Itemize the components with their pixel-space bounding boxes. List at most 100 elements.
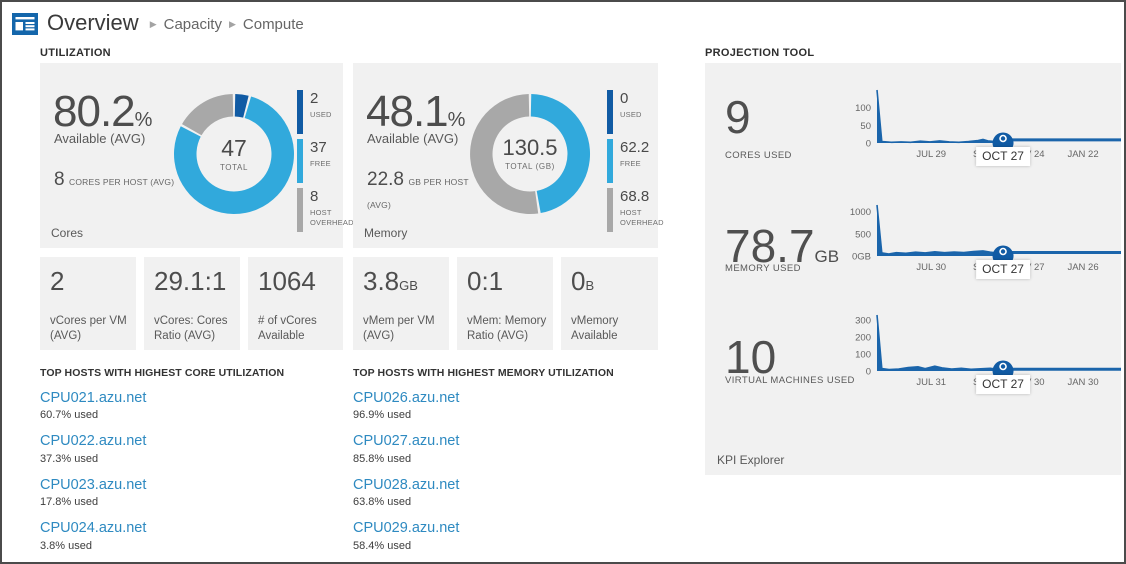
host-usage: 37.3% used xyxy=(40,453,340,465)
tile-value: 29.1:1 xyxy=(154,267,234,296)
y-axis-label: 0 xyxy=(866,367,871,378)
breadcrumb-overview[interactable]: Overview xyxy=(47,10,139,36)
memory-donut-chart: 130.5 TOTAL (GB) xyxy=(469,93,591,215)
tile-value: 0:1 xyxy=(467,267,547,296)
selected-date-tooltip: OCT 27 xyxy=(976,147,1030,166)
memory-used-chart[interactable]: 10005000GBJUL 30SEP 27NOV 27JAN 26OCT 27 xyxy=(842,200,1122,280)
cores-used-chart[interactable]: 100500JUL 29SEP 24NOV 24JAN 22OCT 27 xyxy=(842,87,1122,167)
y-axis-label: 100 xyxy=(855,103,871,114)
x-axis-label: JUL 31 xyxy=(916,377,946,388)
x-axis-label: JAN 26 xyxy=(1067,262,1098,273)
legend-item-free: 62.2 FREE xyxy=(607,139,676,183)
memory-available-percent: 48.1% xyxy=(366,90,465,134)
legend-item-host-overhead: 68.8 HOST OVERHEAD xyxy=(607,188,676,232)
historical-usage-area xyxy=(877,315,1003,371)
tile-label: vCores: Cores Ratio (AVG) xyxy=(154,314,234,344)
donut-segment-host-overhead xyxy=(470,94,538,214)
x-axis-label: JUL 30 xyxy=(916,262,946,273)
host-link[interactable]: CPU029.azu.net xyxy=(353,520,459,537)
host-link[interactable]: CPU028.azu.net xyxy=(353,477,459,494)
historical-usage-line xyxy=(877,205,1003,254)
y-axis-label: 0GB xyxy=(852,252,871,263)
host-link[interactable]: CPU021.azu.net xyxy=(40,390,146,407)
memory-per-host-label: GB PER HOST xyxy=(408,177,468,187)
breadcrumb-capacity[interactable]: Capacity xyxy=(164,16,222,33)
memory-donut-legend: 0 USED 62.2 FREE 68.8 HOST OVERHEAD xyxy=(607,90,676,232)
y-axis-label: 500 xyxy=(855,229,871,240)
host-usage: 17.8% used xyxy=(40,496,340,508)
tile-label: vCores per VM (AVG) xyxy=(50,314,130,344)
cores-percent-value: 80.2 xyxy=(53,87,135,136)
memory-utilization-panel: 48.1% Available (AVG) 22.8 GB PER HOST (… xyxy=(353,63,658,248)
donut-svg xyxy=(173,93,295,215)
breadcrumb-separator-icon: ▶ xyxy=(150,19,157,30)
top-memory-hosts-list: TOP HOSTS WITH HIGHEST MEMORY UTILIZATIO… xyxy=(353,367,653,564)
y-axis-label: 50 xyxy=(860,121,871,132)
stat-tile-vcores-cores-ratio: 29.1:1 vCores: Cores Ratio (AVG) xyxy=(144,257,240,350)
cores-available-percent: 80.2% xyxy=(53,90,152,134)
cores-used-metric: 9 xyxy=(725,94,751,140)
host-link[interactable]: CPU026.azu.net xyxy=(353,390,459,407)
legend-swatch-used xyxy=(297,90,303,134)
y-axis-label: 0 xyxy=(866,139,871,150)
tile-value: 3.8GB xyxy=(363,267,443,296)
list-item: CPU027.azu.net 85.8% used xyxy=(353,432,653,464)
kpi-explorer-link[interactable]: KPI Explorer xyxy=(717,453,784,467)
cores-per-host-label: CORES PER HOST (AVG) xyxy=(69,177,174,187)
selected-date-tooltip: OCT 27 xyxy=(976,260,1030,279)
legend-value: 68.8 xyxy=(620,189,676,206)
legend-swatch-overhead xyxy=(607,188,613,232)
tile-value: 2 xyxy=(50,267,130,296)
y-axis-label: 300 xyxy=(855,316,871,327)
projection-tool-section-title: PROJECTION TOOL xyxy=(705,47,814,59)
legend-item-used: 0 USED xyxy=(607,90,676,134)
tile-value: 1064 xyxy=(258,267,337,296)
capacity-compute-dashboard: Overview ▶ Capacity ▶ Compute UTILIZATIO… xyxy=(0,0,1126,564)
breadcrumb-compute[interactable]: Compute xyxy=(243,16,304,33)
list-item: CPU029.azu.net 58.4% used xyxy=(353,519,653,551)
cores-per-host-value: 8 xyxy=(54,169,65,190)
selected-date-tooltip: OCT 27 xyxy=(976,375,1030,394)
virtual-machines-used-metric: 10 xyxy=(725,334,776,380)
top-core-hosts-list: TOP HOSTS WITH HIGHEST CORE UTILIZATION … xyxy=(40,367,340,564)
legend-label: HOST OVERHEAD xyxy=(620,208,676,229)
donut-segment-host-overhead xyxy=(182,94,233,135)
y-axis-label: 1000 xyxy=(850,207,871,218)
legend-swatch-overhead xyxy=(297,188,303,232)
legend-value: 0 xyxy=(620,91,676,108)
host-link[interactable]: CPU027.azu.net xyxy=(353,433,459,450)
cores-panel-label: Cores xyxy=(51,226,83,240)
breadcrumb-separator-icon: ▶ xyxy=(229,19,236,30)
cores-donut-chart: 47 TOTAL xyxy=(173,93,295,215)
tile-value: 0B xyxy=(571,267,652,296)
virtual-machines-used-label: VIRTUAL MACHINES USED xyxy=(725,375,855,386)
stat-tile-vmem-memory-ratio: 0:1 vMem: Memory Ratio (AVG) xyxy=(457,257,553,350)
stat-tile-vcores-per-vm: 2 vCores per VM (AVG) xyxy=(40,257,136,350)
memory-used-label: MEMORY USED xyxy=(725,263,801,274)
tile-label: vMem per VM (AVG) xyxy=(363,314,443,344)
list-item: CPU022.azu.net 37.3% used xyxy=(40,432,340,464)
cores-used-label: CORES USED xyxy=(725,150,792,161)
host-link[interactable]: CPU024.azu.net xyxy=(40,520,146,537)
host-link[interactable]: CPU022.azu.net xyxy=(40,433,146,450)
donut-segment-free xyxy=(531,94,590,213)
projection-tool-panel: 9 CORES USED 100500JUL 29SEP 24NOV 24JAN… xyxy=(705,63,1121,475)
legend-value: 62.2 xyxy=(620,140,676,157)
legend-swatch-used xyxy=(607,90,613,134)
x-axis-label: JAN 22 xyxy=(1067,149,1098,160)
memory-percent-value: 48.1 xyxy=(366,87,448,136)
stat-tile-vmem-per-vm: 3.8GB vMem per VM (AVG) xyxy=(353,257,449,350)
cores-utilization-panel: 80.2% Available (AVG) 8 CORES PER HOST (… xyxy=(40,63,343,248)
legend-label: USED xyxy=(620,110,676,121)
historical-usage-area xyxy=(877,90,1003,143)
host-usage: 60.7% used xyxy=(40,409,340,421)
host-usage: 96.9% used xyxy=(353,409,653,421)
cores-available-caption: Available (AVG) xyxy=(54,131,145,146)
historical-usage-line xyxy=(877,90,1003,142)
host-link[interactable]: CPU023.azu.net xyxy=(40,477,146,494)
list-item: CPU023.azu.net 17.8% used xyxy=(40,476,340,508)
host-usage: 3.8% used xyxy=(40,540,340,552)
vms-used-chart[interactable]: 3002001000JUL 31SEP 30NOV 30JAN 30OCT 27 xyxy=(842,315,1122,395)
legend-label: FREE xyxy=(620,159,676,170)
memory-available-caption: Available (AVG) xyxy=(367,131,458,146)
